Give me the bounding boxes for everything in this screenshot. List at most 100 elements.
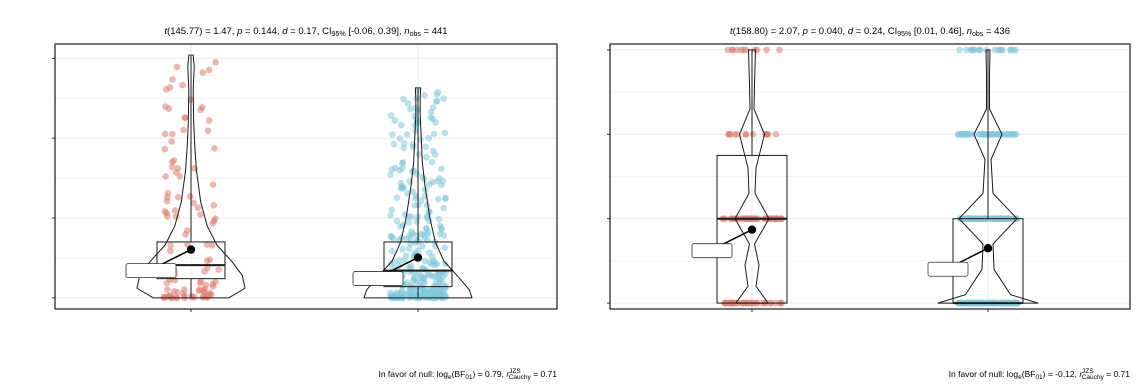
data-point (392, 164, 399, 172)
data-point (440, 204, 448, 212)
data-point (424, 270, 432, 278)
data-point (440, 232, 448, 239)
data-point (424, 229, 432, 236)
group-high (691, 46, 788, 312)
data-point (161, 145, 169, 153)
data-point (388, 206, 395, 214)
data-point (210, 202, 218, 209)
data-point (209, 181, 217, 189)
data-point (176, 173, 184, 180)
data-point (211, 145, 218, 152)
data-point (749, 131, 757, 138)
data-point (199, 69, 207, 76)
data-point (209, 219, 216, 227)
data-point (430, 130, 438, 138)
mean-label-box (125, 263, 177, 279)
data-point (215, 266, 222, 273)
data-point (409, 188, 417, 196)
data-point (389, 131, 396, 138)
data-point (742, 46, 750, 54)
data-point (173, 63, 181, 71)
box (383, 241, 453, 288)
data-point (437, 165, 445, 173)
data-point (420, 274, 428, 282)
data-point (202, 281, 210, 289)
data-point (772, 131, 780, 138)
data-point (387, 292, 395, 299)
data-point (167, 242, 174, 249)
data-point (955, 131, 963, 138)
data-point (169, 76, 176, 83)
data-point (432, 119, 439, 126)
chart-subtitle: t(145.77) = 1.47, p = 0.144, d = 0.17, C… (164, 26, 447, 38)
mean-label-box (352, 271, 404, 286)
data-point (410, 290, 418, 297)
data-point (956, 46, 963, 54)
data-point (201, 268, 208, 275)
data-point (402, 252, 410, 260)
data-point (197, 278, 205, 285)
data-point (409, 141, 417, 148)
panel-border (54, 43, 558, 310)
data-point (435, 215, 443, 223)
data-point (183, 227, 191, 234)
data-point (429, 178, 436, 186)
panel-tumor-stage: t(158.80) = 2.07, p = 0.040, d = 0.24, C… (607, 26, 1131, 381)
data-point (170, 288, 178, 295)
data-point (181, 114, 189, 121)
data-point (991, 46, 998, 54)
data-point (168, 138, 175, 145)
data-point (429, 147, 437, 155)
data-point (400, 95, 407, 103)
data-point (427, 108, 435, 116)
data-point (205, 117, 213, 124)
data-point (438, 181, 445, 189)
data-point (432, 242, 439, 250)
violin (136, 54, 246, 299)
data-point (388, 247, 396, 255)
data-point (965, 131, 972, 138)
panel-border (609, 43, 1131, 310)
group-low (352, 87, 473, 312)
mean-point (413, 253, 423, 262)
data-point (430, 257, 438, 265)
data-point (417, 136, 424, 143)
data-point (422, 143, 429, 150)
data-point (161, 130, 169, 138)
data-point (1012, 46, 1019, 54)
data-point (162, 86, 170, 93)
data-point (204, 127, 212, 135)
data-point (397, 121, 405, 129)
data-point (425, 134, 432, 142)
data-point (441, 293, 448, 300)
data-point (209, 283, 217, 290)
data-point (742, 131, 750, 138)
data-point (1007, 46, 1014, 54)
data-point (970, 46, 978, 54)
data-point (203, 257, 211, 265)
group-high (125, 54, 246, 312)
data-point (387, 260, 395, 268)
data-point (407, 105, 414, 113)
data-point (1012, 131, 1020, 138)
data-point (428, 293, 436, 301)
data-point (197, 211, 204, 218)
mean-label-box (927, 261, 969, 277)
data-point (411, 274, 418, 281)
data-point (413, 94, 421, 102)
data-point (164, 189, 172, 197)
chart-subtitle: t(158.80) = 2.07, p = 0.040, d = 0.24, C… (730, 26, 1010, 38)
data-point (165, 105, 173, 112)
mean-point (983, 244, 993, 253)
data-point (161, 208, 169, 215)
data-point (441, 260, 449, 268)
mean-leader (385, 256, 419, 275)
data-point (405, 245, 413, 252)
data-point (412, 195, 420, 202)
data-point (174, 193, 182, 201)
mean-point (186, 245, 196, 254)
data-point (441, 244, 449, 252)
data-point (387, 171, 394, 178)
data-point (407, 283, 415, 291)
